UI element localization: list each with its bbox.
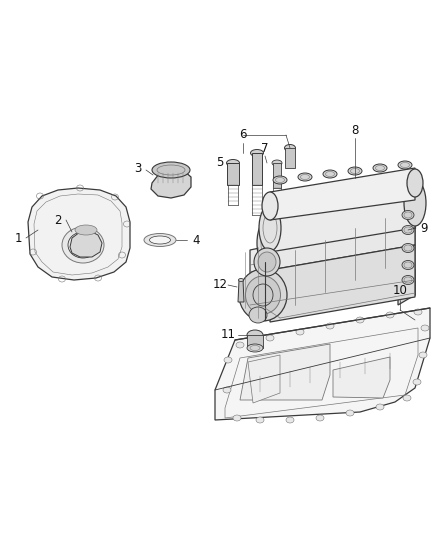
Ellipse shape	[144, 233, 176, 246]
Ellipse shape	[224, 357, 232, 363]
Polygon shape	[28, 188, 130, 280]
Ellipse shape	[348, 167, 362, 175]
Text: 1: 1	[14, 231, 22, 245]
Polygon shape	[238, 280, 244, 302]
Text: 10: 10	[392, 284, 407, 296]
Ellipse shape	[149, 236, 170, 244]
Ellipse shape	[251, 149, 264, 157]
Text: 2: 2	[54, 214, 62, 227]
Ellipse shape	[286, 417, 294, 423]
Ellipse shape	[402, 244, 414, 253]
Polygon shape	[247, 335, 263, 348]
Ellipse shape	[236, 342, 244, 348]
Text: 6: 6	[239, 128, 247, 141]
Ellipse shape	[247, 344, 263, 352]
Ellipse shape	[256, 417, 264, 423]
Ellipse shape	[246, 276, 280, 314]
Ellipse shape	[398, 161, 412, 169]
Ellipse shape	[296, 329, 304, 335]
Ellipse shape	[402, 211, 414, 220]
Ellipse shape	[233, 415, 241, 421]
Polygon shape	[398, 210, 415, 305]
Text: 7: 7	[261, 141, 269, 155]
Ellipse shape	[386, 312, 394, 318]
Polygon shape	[70, 231, 102, 257]
Text: 12: 12	[212, 279, 227, 292]
Polygon shape	[250, 210, 415, 278]
Ellipse shape	[266, 335, 274, 341]
Ellipse shape	[376, 404, 384, 410]
Ellipse shape	[272, 160, 282, 166]
Polygon shape	[270, 168, 415, 220]
Ellipse shape	[421, 325, 429, 331]
Ellipse shape	[152, 162, 190, 178]
Polygon shape	[333, 357, 390, 398]
Ellipse shape	[259, 205, 281, 251]
Ellipse shape	[258, 252, 276, 272]
Ellipse shape	[273, 176, 287, 184]
Polygon shape	[252, 153, 262, 185]
Ellipse shape	[402, 225, 414, 235]
Polygon shape	[215, 308, 430, 420]
Polygon shape	[250, 258, 415, 320]
Ellipse shape	[285, 144, 296, 151]
Ellipse shape	[419, 352, 427, 358]
Ellipse shape	[247, 330, 263, 340]
Polygon shape	[250, 262, 265, 320]
Polygon shape	[227, 163, 239, 185]
Ellipse shape	[75, 225, 97, 235]
Ellipse shape	[402, 261, 414, 270]
Ellipse shape	[404, 180, 426, 226]
Text: 5: 5	[216, 157, 224, 169]
Polygon shape	[270, 245, 415, 322]
Ellipse shape	[356, 317, 364, 323]
Ellipse shape	[346, 410, 354, 416]
Text: 4: 4	[192, 233, 200, 246]
Polygon shape	[270, 180, 415, 252]
Ellipse shape	[239, 269, 287, 321]
Polygon shape	[248, 355, 280, 403]
Ellipse shape	[62, 227, 104, 263]
Ellipse shape	[414, 309, 422, 315]
Ellipse shape	[326, 323, 334, 329]
Text: 8: 8	[351, 124, 359, 136]
Ellipse shape	[223, 387, 231, 393]
Polygon shape	[240, 344, 330, 400]
Text: 9: 9	[420, 222, 428, 235]
Ellipse shape	[373, 164, 387, 172]
Text: 11: 11	[220, 328, 236, 342]
Ellipse shape	[254, 248, 280, 276]
Ellipse shape	[402, 276, 414, 285]
Ellipse shape	[413, 379, 421, 385]
Polygon shape	[270, 193, 415, 270]
Ellipse shape	[257, 217, 283, 269]
Polygon shape	[273, 163, 281, 188]
Ellipse shape	[226, 159, 240, 166]
Ellipse shape	[239, 279, 244, 281]
Ellipse shape	[403, 395, 411, 401]
Ellipse shape	[316, 415, 324, 421]
Ellipse shape	[249, 307, 267, 323]
Text: 3: 3	[134, 161, 141, 174]
Ellipse shape	[298, 173, 312, 181]
Ellipse shape	[262, 192, 278, 220]
Polygon shape	[151, 169, 191, 198]
Ellipse shape	[407, 169, 423, 197]
Polygon shape	[285, 148, 295, 168]
Ellipse shape	[323, 170, 337, 178]
